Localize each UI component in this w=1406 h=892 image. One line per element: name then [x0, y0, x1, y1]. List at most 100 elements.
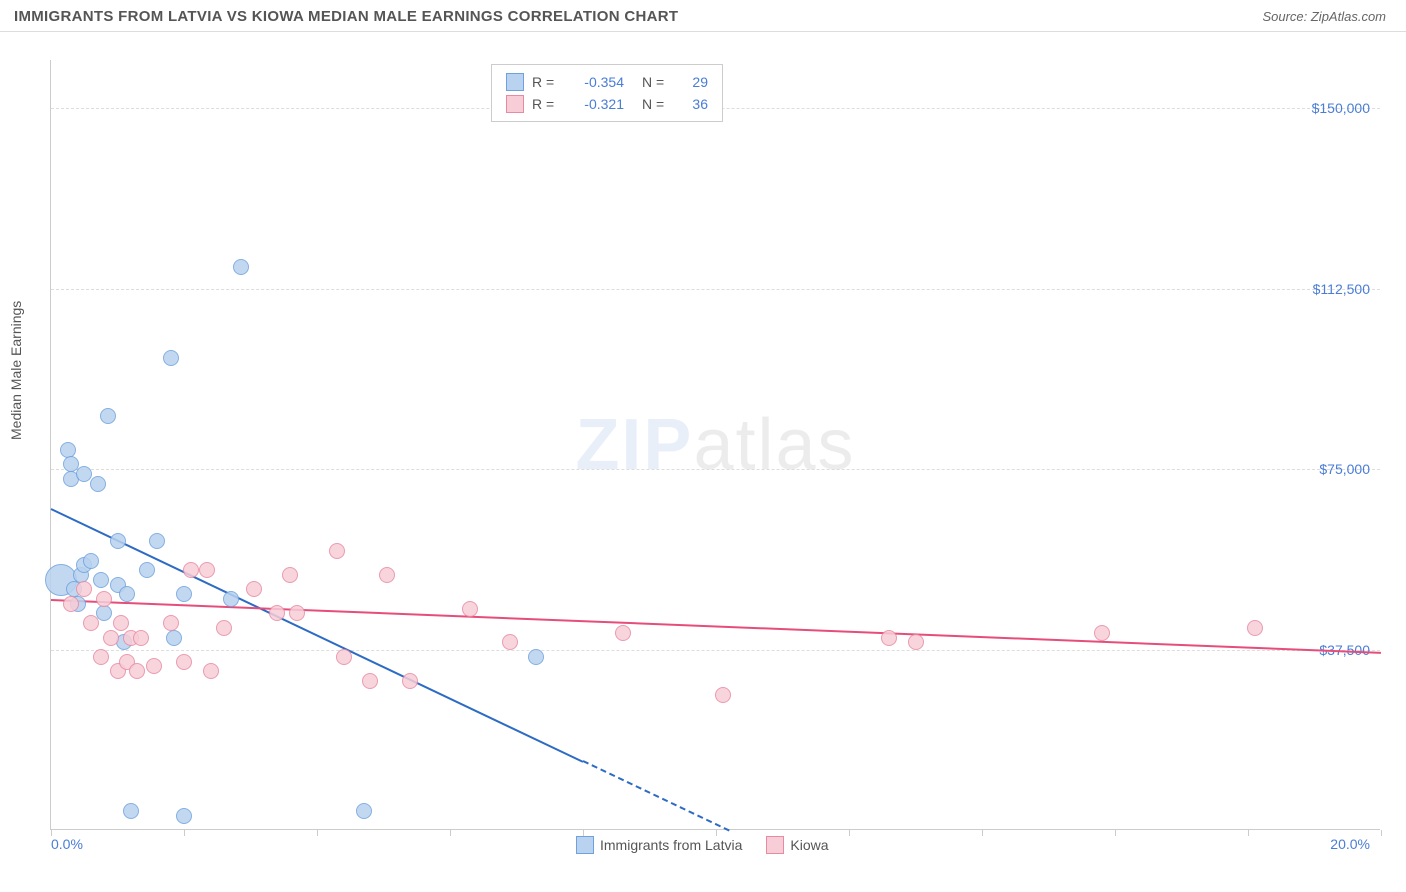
- chart-plot-area: ZIPatlas R = -0.354 N = 29 R = -0.321 N …: [50, 60, 1380, 830]
- correlation-legend: R = -0.354 N = 29 R = -0.321 N = 36: [491, 64, 723, 122]
- chart-header: IMMIGRANTS FROM LATVIA VS KIOWA MEDIAN M…: [0, 0, 1406, 32]
- series-legend: Immigrants from Latvia Kiowa: [576, 836, 829, 854]
- x-tick: [51, 830, 52, 836]
- r-value-kiowa: -0.321: [568, 96, 624, 112]
- swatch-latvia: [506, 73, 524, 91]
- data-point: [119, 586, 135, 602]
- x-axis-min-label: 0.0%: [51, 836, 83, 852]
- swatch-kiowa: [766, 836, 784, 854]
- data-point: [502, 634, 518, 650]
- data-point: [113, 615, 129, 631]
- data-point: [233, 259, 249, 275]
- data-point: [329, 543, 345, 559]
- trend-line: [583, 761, 730, 832]
- legend-row-latvia: R = -0.354 N = 29: [506, 71, 708, 93]
- data-point: [715, 687, 731, 703]
- y-tick-label: $150,000: [1312, 100, 1370, 116]
- legend-label-latvia: Immigrants from Latvia: [600, 837, 742, 853]
- data-point: [246, 581, 262, 597]
- gridline: [51, 469, 1380, 470]
- data-point: [123, 803, 139, 819]
- data-point: [528, 649, 544, 665]
- x-tick: [317, 830, 318, 836]
- data-point: [93, 572, 109, 588]
- data-point: [176, 654, 192, 670]
- trend-line: [51, 599, 1381, 654]
- x-tick: [982, 830, 983, 836]
- data-point: [199, 562, 215, 578]
- data-point: [90, 476, 106, 492]
- data-point: [60, 442, 76, 458]
- x-axis-max-label: 20.0%: [1330, 836, 1370, 852]
- data-point: [83, 615, 99, 631]
- gridline: [51, 650, 1380, 651]
- data-point: [163, 350, 179, 366]
- data-point: [203, 663, 219, 679]
- plot-region: ZIPatlas R = -0.354 N = 29 R = -0.321 N …: [50, 60, 1380, 830]
- x-tick: [450, 830, 451, 836]
- data-point: [146, 658, 162, 674]
- data-point: [163, 615, 179, 631]
- n-value-kiowa: 36: [678, 96, 708, 112]
- legend-label-kiowa: Kiowa: [790, 837, 828, 853]
- data-point: [166, 630, 182, 646]
- n-label: N =: [642, 74, 670, 90]
- swatch-kiowa: [506, 95, 524, 113]
- x-tick: [184, 830, 185, 836]
- data-point: [76, 581, 92, 597]
- chart-source: Source: ZipAtlas.com: [1262, 9, 1386, 24]
- legend-row-kiowa: R = -0.321 N = 36: [506, 93, 708, 115]
- r-label: R =: [532, 74, 560, 90]
- n-value-latvia: 29: [678, 74, 708, 90]
- x-tick: [583, 830, 584, 836]
- r-value-latvia: -0.354: [568, 74, 624, 90]
- data-point: [289, 605, 305, 621]
- chart-title: IMMIGRANTS FROM LATVIA VS KIOWA MEDIAN M…: [14, 8, 678, 25]
- legend-item-latvia: Immigrants from Latvia: [576, 836, 742, 854]
- data-point: [176, 808, 192, 824]
- data-point: [881, 630, 897, 646]
- gridline: [51, 289, 1380, 290]
- x-tick: [1115, 830, 1116, 836]
- data-point: [176, 586, 192, 602]
- data-point: [1094, 625, 1110, 641]
- data-point: [379, 567, 395, 583]
- data-point: [129, 663, 145, 679]
- data-point: [96, 605, 112, 621]
- watermark-atlas: atlas: [693, 405, 855, 485]
- data-point: [103, 630, 119, 646]
- watermark-zip: ZIP: [575, 405, 693, 485]
- data-point: [96, 591, 112, 607]
- data-point: [336, 649, 352, 665]
- data-point: [223, 591, 239, 607]
- data-point: [402, 673, 418, 689]
- data-point: [356, 803, 372, 819]
- data-point: [183, 562, 199, 578]
- x-tick: [849, 830, 850, 836]
- data-point: [110, 533, 126, 549]
- y-axis-label: Median Male Earnings: [8, 301, 24, 440]
- data-point: [139, 562, 155, 578]
- data-point: [615, 625, 631, 641]
- r-label: R =: [532, 96, 560, 112]
- data-point: [216, 620, 232, 636]
- data-point: [149, 533, 165, 549]
- swatch-latvia: [576, 836, 594, 854]
- y-tick-label: $112,500: [1313, 281, 1370, 297]
- data-point: [100, 408, 116, 424]
- data-point: [1247, 620, 1263, 636]
- data-point: [83, 553, 99, 569]
- y-tick-label: $75,000: [1319, 461, 1370, 477]
- x-tick: [1248, 830, 1249, 836]
- data-point: [362, 673, 378, 689]
- legend-item-kiowa: Kiowa: [766, 836, 828, 854]
- n-label: N =: [642, 96, 670, 112]
- data-point: [63, 596, 79, 612]
- data-point: [462, 601, 478, 617]
- x-tick: [1381, 830, 1382, 836]
- watermark: ZIPatlas: [575, 404, 855, 486]
- data-point: [269, 605, 285, 621]
- data-point: [133, 630, 149, 646]
- data-point: [282, 567, 298, 583]
- data-point: [908, 634, 924, 650]
